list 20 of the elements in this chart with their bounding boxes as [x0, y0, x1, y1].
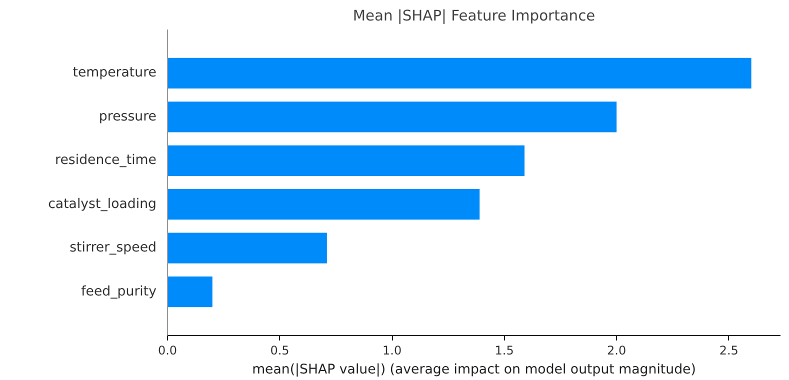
bar — [168, 232, 327, 264]
x-axis-title: mean(|SHAP value|) (average impact on model output magnitude) — [252, 362, 696, 378]
y-tick-label: feed_purity — [81, 284, 157, 300]
x-tick-label: 2.5 — [719, 344, 738, 358]
bar — [168, 189, 480, 220]
bar — [168, 58, 752, 89]
y-tick-label: catalyst_loading — [48, 196, 157, 212]
y-tick-label: pressure — [98, 109, 157, 124]
bar — [168, 102, 617, 132]
y-tick-label: temperature — [72, 66, 157, 81]
x-tick-label: 1.0 — [382, 344, 402, 358]
x-tick-label: 2.0 — [607, 344, 626, 358]
y-tick-label: residence_time — [55, 153, 157, 168]
x-tick-label: 0.0 — [158, 344, 178, 358]
y-tick-label: stirrer_speed — [70, 240, 157, 256]
x-tick-label: 1.5 — [494, 344, 514, 358]
bar — [168, 276, 212, 308]
x-tick-label: 0.5 — [270, 344, 290, 358]
chart-title: Mean |SHAP| Feature Importance — [352, 8, 596, 24]
bar — [168, 145, 525, 176]
